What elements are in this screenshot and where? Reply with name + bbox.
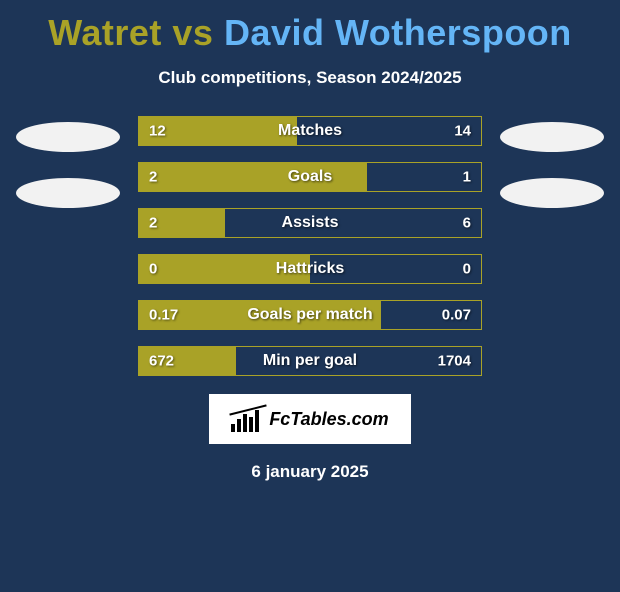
player2-name: David Wotherspoon [224,12,572,53]
stat-label: Min per goal [263,352,357,370]
stats-bars: 12 14 Matches 2 1 Goals 2 6 Assists 0 0 Hattricks 0.… [138,116,482,376]
chart-icon [231,406,265,432]
stat-value-left: 2 [149,169,157,186]
stat-value-left: 0 [149,261,157,278]
subtitle: Club competitions, Season 2024/2025 [0,68,620,88]
player1-side [16,122,120,208]
comparison-title: Watret vs David Wotherspoon [0,12,620,54]
stat-label: Goals per match [247,306,372,324]
player2-ellipse-1 [500,122,604,152]
stat-label: Matches [278,122,342,140]
player2-side [500,122,604,208]
stat-label: Goals [288,168,332,186]
stat-label: Assists [282,214,339,232]
player2-ellipse-2 [500,178,604,208]
stat-value-right: 0 [463,261,471,278]
comparison-content: 12 14 Matches 2 1 Goals 2 6 Assists 0 0 Hattricks 0.… [0,116,620,376]
stat-value-right: 14 [454,123,471,140]
player1-name: Watret [48,12,162,53]
brand-logo-box: FcTables.com [209,394,411,444]
stat-value-left: 2 [149,215,157,232]
stat-label: Hattricks [276,260,344,278]
stat-value-left: 12 [149,123,166,140]
player1-ellipse-1 [16,122,120,152]
date: 6 january 2025 [0,462,620,482]
stat-value-left: 0.17 [149,307,178,324]
brand-text: FcTables.com [269,409,388,430]
stat-bar: 2 6 Assists [138,208,482,238]
stat-bar: 2 1 Goals [138,162,482,192]
stat-value-right: 1704 [438,353,471,370]
player1-ellipse-2 [16,178,120,208]
stat-value-left: 672 [149,353,174,370]
stat-fill-left [139,163,367,191]
vs-separator: vs [172,12,213,53]
stat-bar: 12 14 Matches [138,116,482,146]
stat-value-right: 0.07 [442,307,471,324]
stat-value-right: 1 [463,169,471,186]
stat-bar: 672 1704 Min per goal [138,346,482,376]
stat-bar: 0.17 0.07 Goals per match [138,300,482,330]
stat-bar: 0 0 Hattricks [138,254,482,284]
stat-value-right: 6 [463,215,471,232]
